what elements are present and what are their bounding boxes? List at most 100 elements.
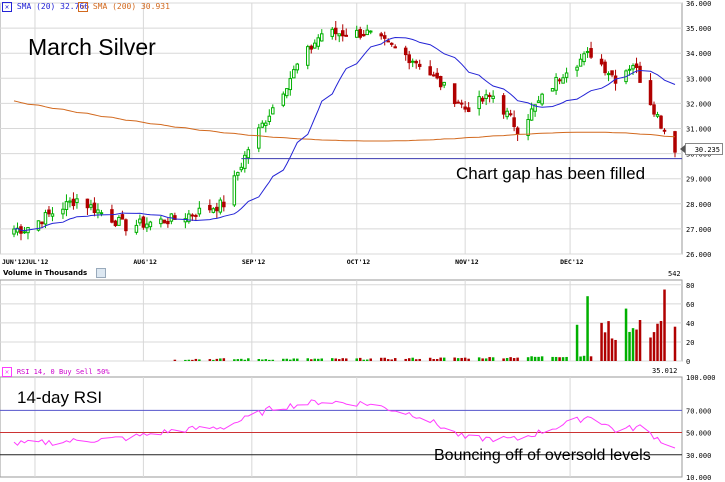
last-price-value: 30.235 xyxy=(694,146,720,154)
candle xyxy=(673,131,677,153)
volume-bar xyxy=(481,358,484,361)
volume-bar xyxy=(663,289,666,361)
price-tick-label: 36.000 xyxy=(686,0,711,8)
legend-close-icon[interactable]: ✕ xyxy=(2,367,12,377)
sma200-legend-label: SMA (200) 30.931 xyxy=(92,2,170,11)
candle xyxy=(459,102,464,105)
volume-bar xyxy=(526,357,530,361)
volume-bar xyxy=(659,320,663,361)
rsi-tick-label: 70.000 xyxy=(686,407,711,415)
candle xyxy=(260,122,265,128)
volume-bar xyxy=(215,358,219,361)
sma20-line xyxy=(13,36,676,232)
candle xyxy=(655,114,660,117)
sma20-legend: ✕ SMA (20) 32.766 xyxy=(2,2,89,12)
candle xyxy=(540,93,544,105)
candle xyxy=(368,30,373,33)
candle xyxy=(662,129,667,132)
candle xyxy=(264,122,268,126)
volume-bar xyxy=(222,358,226,361)
volume-bar xyxy=(460,357,463,361)
volume-legend-label: Volume in Thousands xyxy=(3,269,88,277)
rsi-legend-label: RSI 14, 0 Buy Sell 50% xyxy=(16,368,110,376)
gap-annotation: Chart gap has been filled xyxy=(456,164,646,183)
volume-bar xyxy=(386,359,390,361)
candle xyxy=(505,110,509,118)
volume-bar xyxy=(530,356,533,361)
candle xyxy=(428,66,432,76)
candle xyxy=(599,58,604,65)
candle xyxy=(190,214,195,217)
volume-bar xyxy=(414,359,418,361)
volume-bar xyxy=(187,359,191,361)
candle xyxy=(330,28,335,37)
volume-bar xyxy=(638,320,642,361)
volume-bar xyxy=(607,321,610,361)
candle xyxy=(183,218,188,223)
sma200-legend: ✕ SMA (200) 30.931 xyxy=(78,2,170,12)
candle xyxy=(508,113,513,116)
legend-close-icon[interactable]: ✕ xyxy=(78,2,88,12)
price-tick-label: 33.000 xyxy=(686,75,711,83)
candle xyxy=(344,34,348,37)
volume-bar xyxy=(264,359,268,361)
volume-bar xyxy=(271,359,275,361)
candle xyxy=(361,33,366,37)
candle xyxy=(610,70,614,76)
candle xyxy=(117,216,121,226)
candle xyxy=(456,101,460,104)
volume-bar xyxy=(212,359,215,361)
candle xyxy=(47,209,51,215)
candle xyxy=(554,76,558,91)
volume-bar xyxy=(292,358,296,361)
volume-bar xyxy=(306,358,310,361)
candle xyxy=(71,198,76,207)
volume-bar xyxy=(184,359,187,361)
candle xyxy=(85,198,90,209)
price-tick-label: 35.000 xyxy=(686,25,711,33)
sma20-legend-label: SMA (20) 32.766 xyxy=(16,2,90,11)
candle xyxy=(239,166,244,171)
volume-bar xyxy=(198,359,201,361)
candle xyxy=(68,200,72,203)
volume-bar xyxy=(282,358,285,361)
volume-bar xyxy=(208,359,212,361)
candle xyxy=(582,53,586,63)
candle xyxy=(215,206,219,212)
candle xyxy=(386,40,390,43)
candle xyxy=(393,46,397,49)
volume-settings-icon[interactable] xyxy=(95,268,106,278)
volume-bar xyxy=(289,359,292,361)
volume-bar xyxy=(428,357,432,361)
volume-bar xyxy=(505,357,509,361)
last-price-label: 30.235 xyxy=(685,143,723,155)
candle xyxy=(148,221,153,228)
volume-bar xyxy=(512,358,516,361)
volume-bar xyxy=(603,332,607,361)
month-tick-label: OCT'12 xyxy=(347,258,371,266)
candle xyxy=(313,42,317,49)
volume-bar xyxy=(365,359,369,361)
candle xyxy=(138,218,142,224)
rsi-label: 14-day RSI xyxy=(17,388,103,407)
volume-bar xyxy=(614,339,617,361)
candle xyxy=(43,212,48,225)
candle xyxy=(64,201,69,211)
candle xyxy=(145,223,149,229)
month-tick-label: SEP'12 xyxy=(242,258,266,266)
candle xyxy=(194,214,198,217)
volume-bar xyxy=(467,358,470,361)
candle xyxy=(187,213,191,223)
volume-bar xyxy=(243,359,247,361)
candle xyxy=(320,33,324,42)
volume-tick-label: 20 xyxy=(686,339,694,347)
volume-bar xyxy=(338,359,341,361)
candle xyxy=(659,115,663,129)
candle xyxy=(166,220,170,225)
candle xyxy=(477,96,481,110)
rsi-line xyxy=(13,399,676,449)
legend-close-icon[interactable]: ✕ xyxy=(2,2,12,12)
volume-bar xyxy=(383,357,386,361)
volume-bar xyxy=(341,358,344,361)
candle xyxy=(246,149,251,159)
